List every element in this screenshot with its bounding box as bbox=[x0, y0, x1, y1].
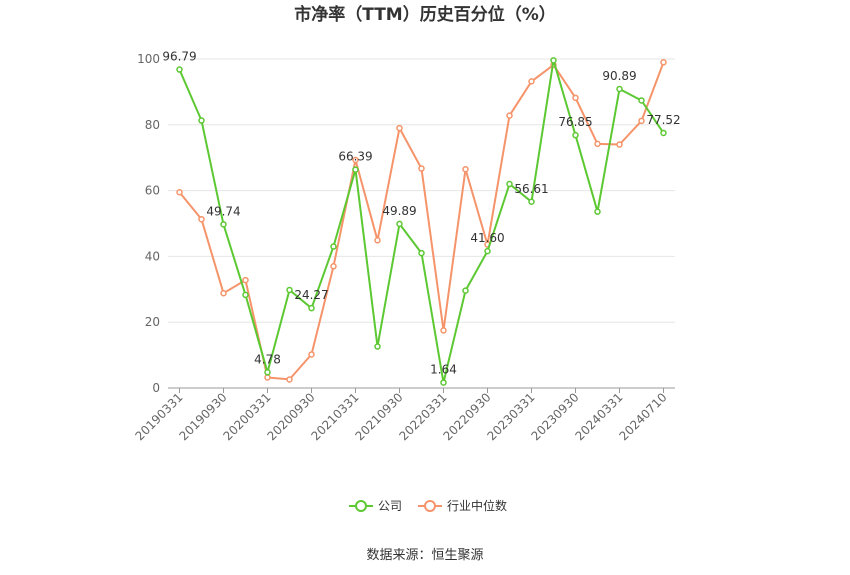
data-point bbox=[418, 165, 425, 172]
y-tick-label: 40 bbox=[145, 249, 160, 263]
data-label: 24.27 bbox=[294, 288, 328, 302]
data-label: 66.39 bbox=[338, 150, 372, 164]
data-point bbox=[440, 379, 447, 386]
data-point bbox=[176, 188, 183, 196]
data-point bbox=[176, 66, 183, 73]
grid bbox=[168, 58, 675, 323]
data-point bbox=[660, 129, 667, 137]
data-point bbox=[220, 289, 227, 297]
data-point bbox=[352, 166, 359, 173]
legend[interactable]: 公司 行业中位数 bbox=[349, 498, 507, 513]
data-point bbox=[506, 112, 513, 119]
data-point bbox=[220, 221, 227, 228]
x-axis: 2019033120190930202003312020093020210331… bbox=[133, 387, 675, 443]
legend-label: 公司 bbox=[378, 499, 402, 513]
data-label: 1.64 bbox=[430, 363, 457, 377]
data-point bbox=[396, 124, 403, 132]
data-point bbox=[330, 243, 337, 250]
data-label: 56.61 bbox=[514, 182, 548, 196]
data-label: 41.60 bbox=[470, 231, 504, 245]
data-point bbox=[286, 376, 293, 383]
data-point bbox=[242, 276, 249, 284]
chart-title: 市净率（TTM）历史百分位（%） bbox=[294, 4, 556, 25]
data-point bbox=[308, 351, 315, 358]
data-point bbox=[638, 97, 645, 104]
y-tick-label: 60 bbox=[145, 184, 160, 198]
data-label: 4.78 bbox=[254, 352, 281, 366]
data-point bbox=[352, 156, 359, 164]
series-line bbox=[178, 59, 665, 384]
y-tick-label: 20 bbox=[145, 315, 160, 329]
data-point bbox=[198, 215, 205, 223]
data-point bbox=[198, 117, 205, 124]
x-tick-label: 20240710 bbox=[617, 390, 670, 443]
data-point bbox=[462, 165, 469, 173]
data-point bbox=[506, 180, 513, 188]
data-point bbox=[572, 131, 579, 139]
legend-label: 行业中位数 bbox=[447, 498, 507, 513]
legend-marker bbox=[424, 500, 436, 512]
y-tick-label: 0 bbox=[152, 381, 160, 395]
data-label: 77.52 bbox=[646, 113, 680, 127]
data-label: 49.74 bbox=[206, 204, 240, 218]
data-point bbox=[440, 327, 447, 334]
data-point bbox=[242, 291, 249, 299]
data-point bbox=[660, 59, 667, 66]
data-point bbox=[616, 85, 623, 93]
data-point bbox=[264, 369, 271, 376]
legend-marker bbox=[355, 500, 367, 512]
data-source: 数据来源：恒生聚源 bbox=[366, 548, 483, 563]
data-point bbox=[572, 94, 579, 102]
data-point bbox=[550, 57, 557, 64]
data-point bbox=[462, 287, 469, 294]
data-point bbox=[594, 140, 601, 148]
data-point bbox=[374, 343, 381, 350]
data-label: 96.79 bbox=[162, 50, 196, 64]
data-point bbox=[396, 220, 403, 228]
data-label: 90.89 bbox=[602, 69, 636, 83]
data-labels: 96.79 49.74 4.78 24.27 66.39 49.89 1.64 41.60 56… bbox=[162, 50, 680, 377]
data-point bbox=[528, 198, 535, 206]
data-point bbox=[418, 249, 425, 257]
data-label: 76.85 bbox=[558, 115, 592, 129]
data-point bbox=[484, 247, 491, 255]
series-line bbox=[178, 61, 665, 381]
data-point bbox=[374, 237, 381, 244]
data-point bbox=[594, 208, 601, 215]
y-tick-label: 100 bbox=[137, 52, 160, 66]
y-tick-label: 80 bbox=[145, 118, 160, 132]
data-point bbox=[616, 141, 623, 148]
data-point bbox=[528, 78, 535, 85]
series-layer bbox=[176, 57, 667, 386]
data-point bbox=[638, 117, 645, 125]
data-point bbox=[308, 304, 315, 312]
data-point bbox=[286, 286, 293, 294]
data-point bbox=[264, 374, 271, 381]
y-axis: 0 20 40 60 80 100 bbox=[137, 52, 160, 395]
data-label: 49.89 bbox=[382, 204, 416, 218]
data-point bbox=[330, 263, 337, 270]
